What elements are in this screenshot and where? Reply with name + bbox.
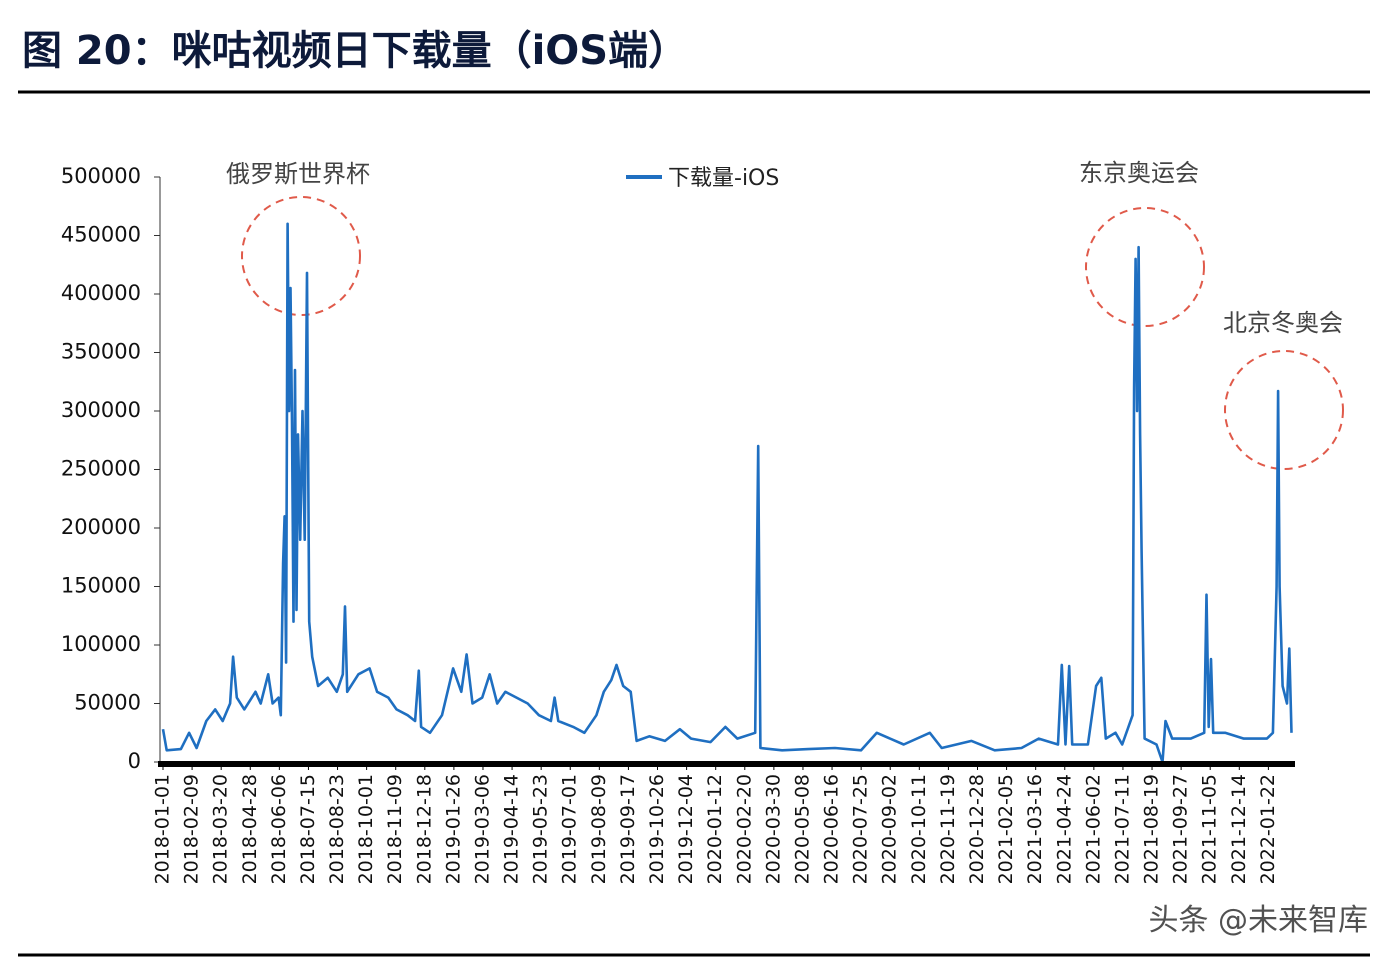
y-tick-label: 150000 xyxy=(61,574,141,598)
y-tick-label: 250000 xyxy=(61,457,141,481)
x-tick-label: 2021-08-19 xyxy=(1141,774,1163,884)
highlight-circle xyxy=(1224,350,1344,470)
x-tick-label: 2020-06-16 xyxy=(821,774,843,884)
annotation: 东京奥运会 xyxy=(1079,159,1199,187)
x-tick-label: 2021-11-05 xyxy=(1199,774,1221,884)
x-tick-label: 2018-03-20 xyxy=(210,774,232,884)
x-tick-label: 2020-02-20 xyxy=(733,774,755,884)
y-tick-label: 400000 xyxy=(61,281,141,305)
x-tick-label: 2021-09-27 xyxy=(1170,774,1192,884)
y-tick-label: 0 xyxy=(128,749,141,773)
x-tick-label: 2018-12-18 xyxy=(413,774,435,884)
annotation: 俄罗斯世界杯 xyxy=(226,160,370,188)
x-tick-label: 2020-09-02 xyxy=(879,774,901,884)
x-tick-label: 2021-12-14 xyxy=(1228,774,1250,884)
x-tick-label: 2019-01-26 xyxy=(442,774,464,884)
x-tick-label: 2021-03-16 xyxy=(1024,774,1046,884)
y-tick-label: 300000 xyxy=(61,398,141,422)
x-tick-label: 2020-11-19 xyxy=(937,774,959,884)
y-tick-label: 500000 xyxy=(61,164,141,188)
x-tick-label: 2020-03-30 xyxy=(762,774,784,884)
x-tick-label: 2019-10-26 xyxy=(646,774,668,884)
watermark: 头条 @未来智库 xyxy=(1148,903,1368,938)
x-tick-label: 2019-07-01 xyxy=(559,774,581,884)
x-tick-label: 2020-05-08 xyxy=(791,774,813,884)
y-tick-label: 50000 xyxy=(74,691,141,715)
x-tick-label: 2021-07-11 xyxy=(1111,774,1133,884)
x-tick-label: 2018-10-01 xyxy=(355,774,377,884)
x-tick-label: 2022-01-22 xyxy=(1257,774,1279,884)
x-tick-label: 2021-04-24 xyxy=(1053,774,1075,884)
x-tick-label: 2019-08-09 xyxy=(588,774,610,884)
x-tick-label: 2019-03-06 xyxy=(471,774,493,884)
x-tick-label: 2020-10-11 xyxy=(908,774,930,884)
x-tick-label: 2021-02-05 xyxy=(995,774,1017,884)
x-tick-label: 2018-02-09 xyxy=(181,774,203,884)
x-tick-label: 2018-07-15 xyxy=(297,774,319,884)
chart-title: 图 20：咪咕视频日下载量（iOS端） xyxy=(22,28,688,74)
x-tick-label: 2020-07-25 xyxy=(850,774,872,884)
series-line xyxy=(161,222,1293,764)
highlight-circle xyxy=(241,196,361,316)
x-tick-label: 2018-01-01 xyxy=(152,774,174,884)
x-tick-label: 2021-06-02 xyxy=(1082,774,1104,884)
highlight-circle xyxy=(1085,207,1205,327)
y-tick-label: 100000 xyxy=(61,632,141,656)
y-tick-label: 350000 xyxy=(61,340,141,364)
x-tick-label: 2018-06-06 xyxy=(268,774,290,884)
x-tick-label: 2018-11-09 xyxy=(384,774,406,884)
x-tick-label: 2018-04-28 xyxy=(239,774,261,884)
annotation: 北京冬奥会 xyxy=(1223,309,1343,337)
x-tick-label: 2019-05-23 xyxy=(530,774,552,884)
x-tick-label: 2018-08-23 xyxy=(326,774,348,884)
x-tick-label: 2019-09-17 xyxy=(617,774,639,884)
x-tick-label: 2019-12-04 xyxy=(675,774,697,884)
x-tick-label: 2019-04-14 xyxy=(501,774,523,884)
legend-label: 下载量-iOS xyxy=(668,166,779,191)
x-tick-label: 2020-01-12 xyxy=(704,774,726,884)
y-tick-label: 450000 xyxy=(61,223,141,247)
x-tick-label: 2020-12-28 xyxy=(966,774,988,884)
y-tick-label: 200000 xyxy=(61,515,141,539)
